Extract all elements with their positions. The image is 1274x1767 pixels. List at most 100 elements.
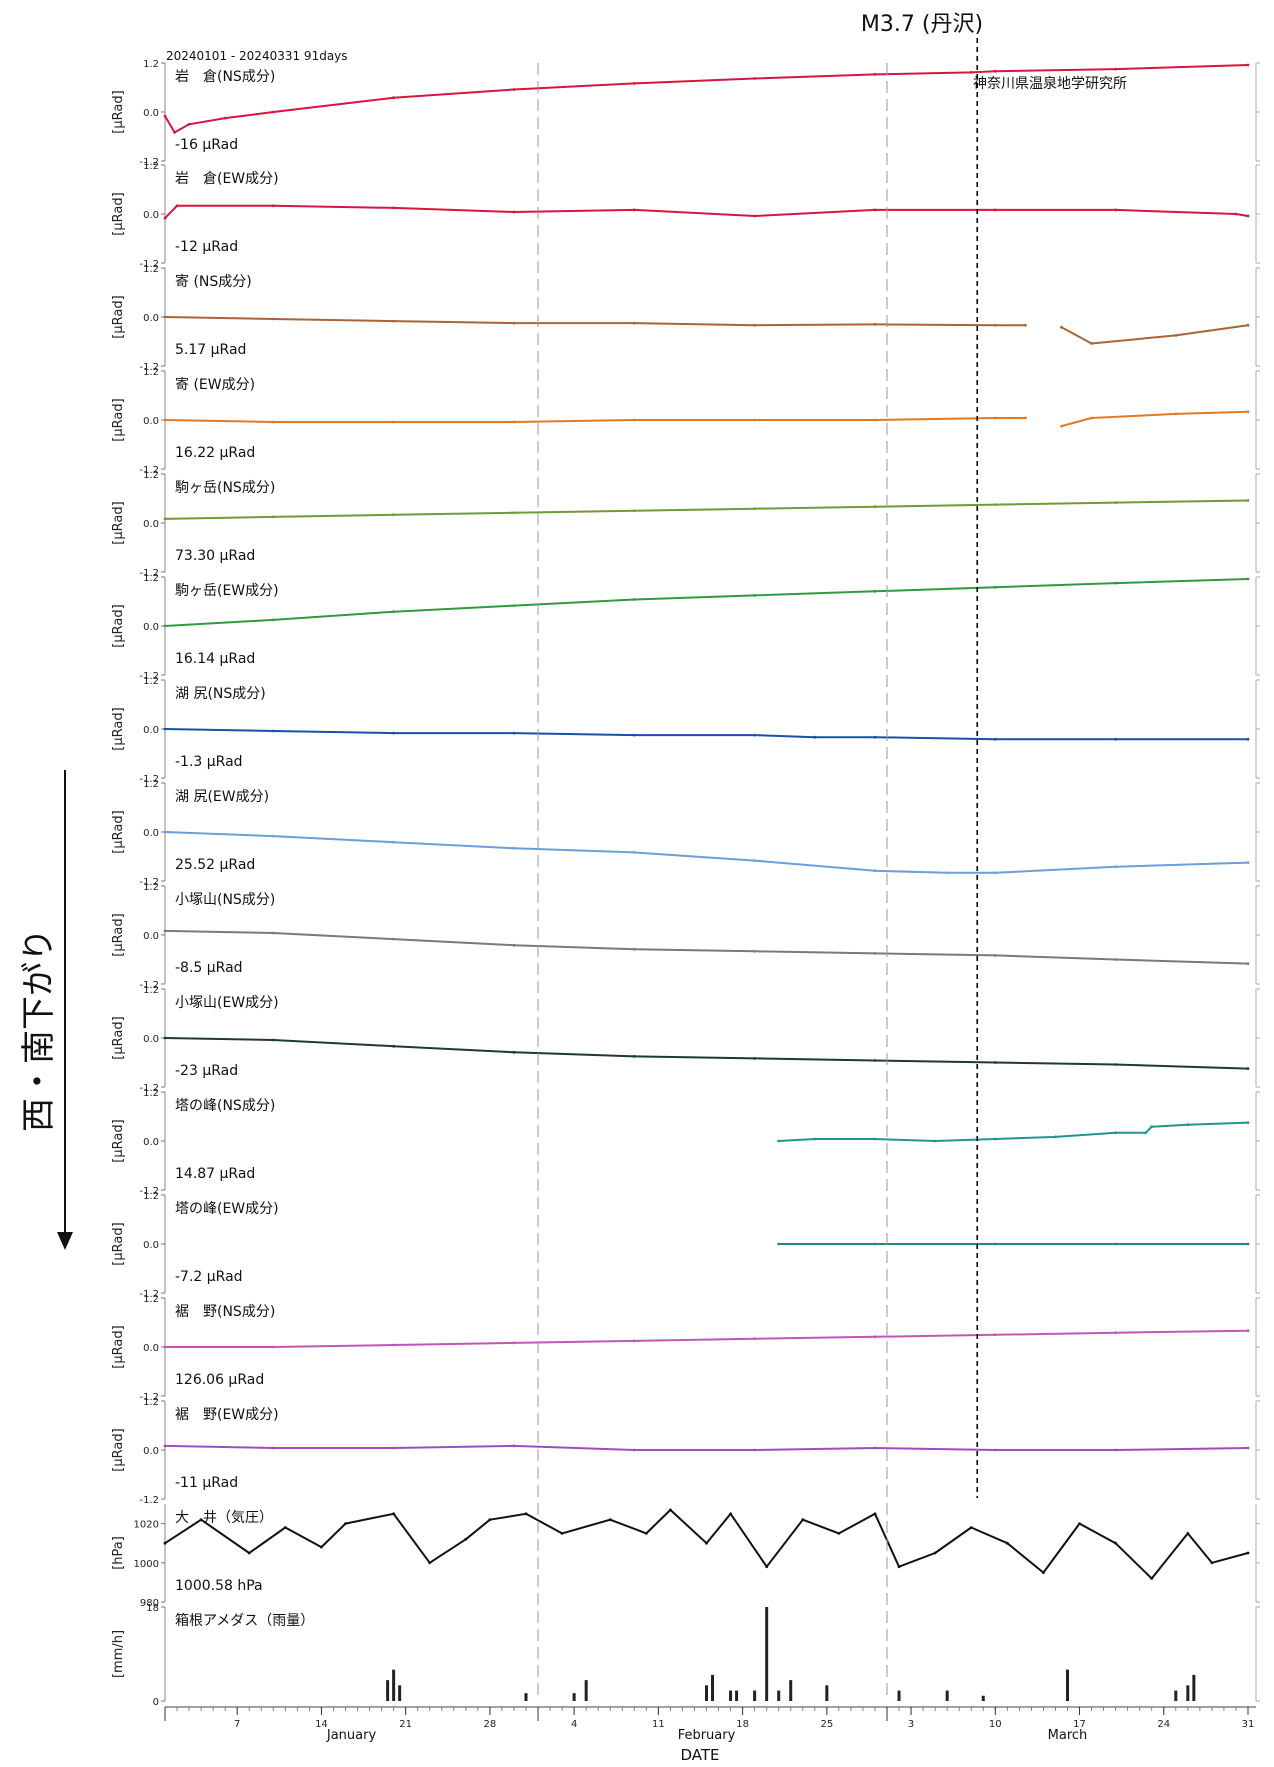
series-point <box>1186 1532 1190 1535</box>
series-point <box>753 214 756 218</box>
series-point <box>705 1541 708 1545</box>
rain-bar <box>897 1690 901 1701</box>
series-point <box>163 830 167 834</box>
series-point <box>1246 1551 1250 1555</box>
event-label: M3.7 (丹沢) <box>861 12 983 37</box>
series-point <box>753 1337 756 1341</box>
x-axis-title: DATE <box>680 1746 719 1764</box>
panel-name: 湖 尻(NS成分) <box>175 686 266 702</box>
rain-bar <box>392 1669 396 1701</box>
panel-name: 裾 野(NS成分) <box>175 1304 275 1320</box>
y-tick-label: 1.2 <box>143 676 159 687</box>
y-tick-label: -1.2 <box>139 1186 159 1197</box>
panel-name: 湖 尻(EW成分) <box>175 789 269 805</box>
series-point <box>1174 412 1178 416</box>
x-tick-label: 11 <box>652 1719 665 1730</box>
panel-value: -1.3 μRad <box>175 754 243 770</box>
panel-value: -16 μRad <box>175 137 238 153</box>
series-point <box>873 735 877 739</box>
panel-value: 73.30 μRad <box>175 548 255 564</box>
series-point <box>993 503 997 506</box>
series-point <box>753 733 756 737</box>
panel-15: 18 0 [mm/h] 箱根アメダス（雨量） <box>111 1603 1260 1708</box>
series-point <box>644 1532 648 1535</box>
series-point <box>1114 67 1117 71</box>
series-line <box>164 64 1249 134</box>
series-line <box>164 204 1249 219</box>
series-point <box>512 1444 516 1448</box>
y-tick-label: -1.2 <box>139 1289 159 1300</box>
series-point <box>271 1446 275 1450</box>
y-axis-label: [μRad] <box>111 295 126 338</box>
series-point <box>753 949 756 953</box>
institute-label: 神奈川県温泉地学研究所 <box>973 75 1127 92</box>
series-point <box>392 513 395 517</box>
series-point <box>163 315 167 319</box>
series-point <box>271 317 275 321</box>
series-point <box>801 1518 805 1522</box>
panel-10: 1.2 0.0 -1.2 [μRad] 塔の峰(NS成分) 14.87 μRad <box>111 1088 1260 1197</box>
series-point <box>1246 737 1250 741</box>
series-point <box>993 954 997 957</box>
series-point <box>873 1446 877 1450</box>
x-axis: 7 14 21 28 4 11 18 25 3 10 17 24 31 January February Ma… <box>164 1706 1256 1743</box>
series-point <box>392 206 395 210</box>
y-tick-label: 1.2 <box>143 573 159 584</box>
series-point <box>873 323 877 326</box>
panel-9: 1.2 0.0 -1.2 [μRad] 小塚山(EW成分) -23 μRad <box>111 985 1260 1094</box>
series-point <box>173 131 177 134</box>
panel-value: 16.14 μRad <box>175 651 255 667</box>
y-tick-label: 0.0 <box>143 725 159 736</box>
series-point <box>1114 958 1117 961</box>
y-tick-label: 1.2 <box>143 1088 159 1099</box>
series-line <box>165 1329 1249 1348</box>
series-point <box>392 420 395 424</box>
overlays <box>537 38 979 1701</box>
rain-bar <box>572 1693 576 1701</box>
y-tick-label: -1.2 <box>139 774 159 785</box>
rain-bar <box>1174 1690 1178 1701</box>
x-tick-label: 18 <box>736 1719 749 1730</box>
series-point <box>392 610 395 614</box>
series-point <box>163 1345 167 1349</box>
series-point <box>873 505 877 509</box>
series-point <box>464 1537 468 1541</box>
series-point <box>163 418 167 422</box>
series-line <box>164 499 1249 520</box>
series-point <box>163 1444 167 1448</box>
series-point <box>632 1448 636 1452</box>
panel-4: 1.2 0.0 -1.2 [μRad] 駒ヶ岳(NS成分) 73.30 μRad <box>111 470 1260 579</box>
series-point <box>993 323 997 327</box>
rain-bar <box>584 1680 588 1701</box>
y-tick-label: 1.2 <box>143 985 159 996</box>
series-point <box>512 210 516 214</box>
rain-bar <box>777 1690 781 1701</box>
y-tick-label: 1000 <box>134 1559 159 1570</box>
y-axis-label: [μRad] <box>111 1325 126 1368</box>
panel-value: -7.2 μRad <box>175 1269 243 1285</box>
series-point <box>283 1526 287 1529</box>
series-point <box>933 1551 937 1555</box>
series-line <box>164 728 1248 741</box>
side-arrow-group: 西・南下がり <box>19 770 73 1250</box>
series-point <box>873 1137 877 1141</box>
y-axis-label: [μRad] <box>111 810 126 853</box>
x-tick-label: 7 <box>234 1719 240 1730</box>
x-tick-label: 3 <box>908 1719 914 1730</box>
series-point <box>199 1518 203 1522</box>
panel-name: 塔の峰(EW成分) <box>175 1201 279 1217</box>
series-line <box>164 578 1249 627</box>
series-point <box>632 851 636 854</box>
series-point <box>753 507 756 511</box>
rain-bar <box>524 1693 528 1701</box>
series-line <box>164 1508 1249 1580</box>
rain-bar <box>1066 1669 1069 1701</box>
side-label: 西・南下がり <box>19 928 59 1132</box>
y-tick-label: -1.2 <box>139 1392 159 1403</box>
series-point <box>271 834 275 838</box>
series-point <box>271 1038 275 1042</box>
panel-value: 126.06 μRad <box>175 1372 264 1388</box>
series-point <box>1114 865 1117 869</box>
x-tick-label: 14 <box>315 1719 328 1730</box>
y-axis-label: [μRad] <box>111 192 126 235</box>
